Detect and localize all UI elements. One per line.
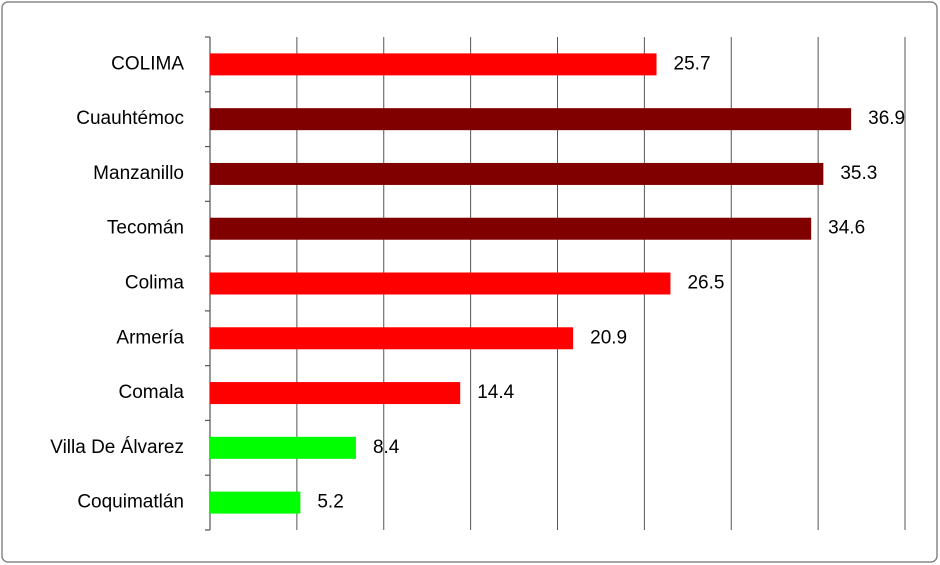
bar — [210, 491, 301, 514]
data-label: 8.4 — [373, 437, 400, 458]
bar — [210, 272, 671, 295]
bar — [210, 382, 461, 405]
bar — [210, 53, 657, 76]
data-label: 26.5 — [687, 273, 724, 294]
y-tick-label: COLIMA — [111, 53, 184, 74]
data-label: 14.4 — [477, 382, 514, 403]
data-label: 35.3 — [840, 163, 877, 184]
y-tick-label: Comala — [119, 382, 185, 403]
y-tick-label: Tecomán — [107, 218, 184, 239]
data-label: 5.2 — [317, 492, 343, 513]
bar — [210, 108, 852, 131]
data-label: 36.9 — [868, 108, 905, 129]
y-tick-label: Colima — [125, 273, 185, 294]
y-tick-label: Cuauhtémoc — [76, 108, 184, 129]
bar — [210, 217, 812, 240]
y-tick-label: Coquimatlán — [77, 492, 184, 513]
y-tick-label: Villa De Álvarez — [50, 437, 184, 458]
bar — [210, 162, 824, 185]
y-tick-label: Armería — [116, 327, 184, 348]
data-label: 25.7 — [674, 53, 711, 74]
data-label: 34.6 — [828, 218, 865, 239]
bar — [210, 327, 574, 350]
data-label: 20.9 — [590, 327, 627, 348]
bar — [210, 436, 356, 459]
y-tick-label: Manzanillo — [93, 163, 184, 184]
